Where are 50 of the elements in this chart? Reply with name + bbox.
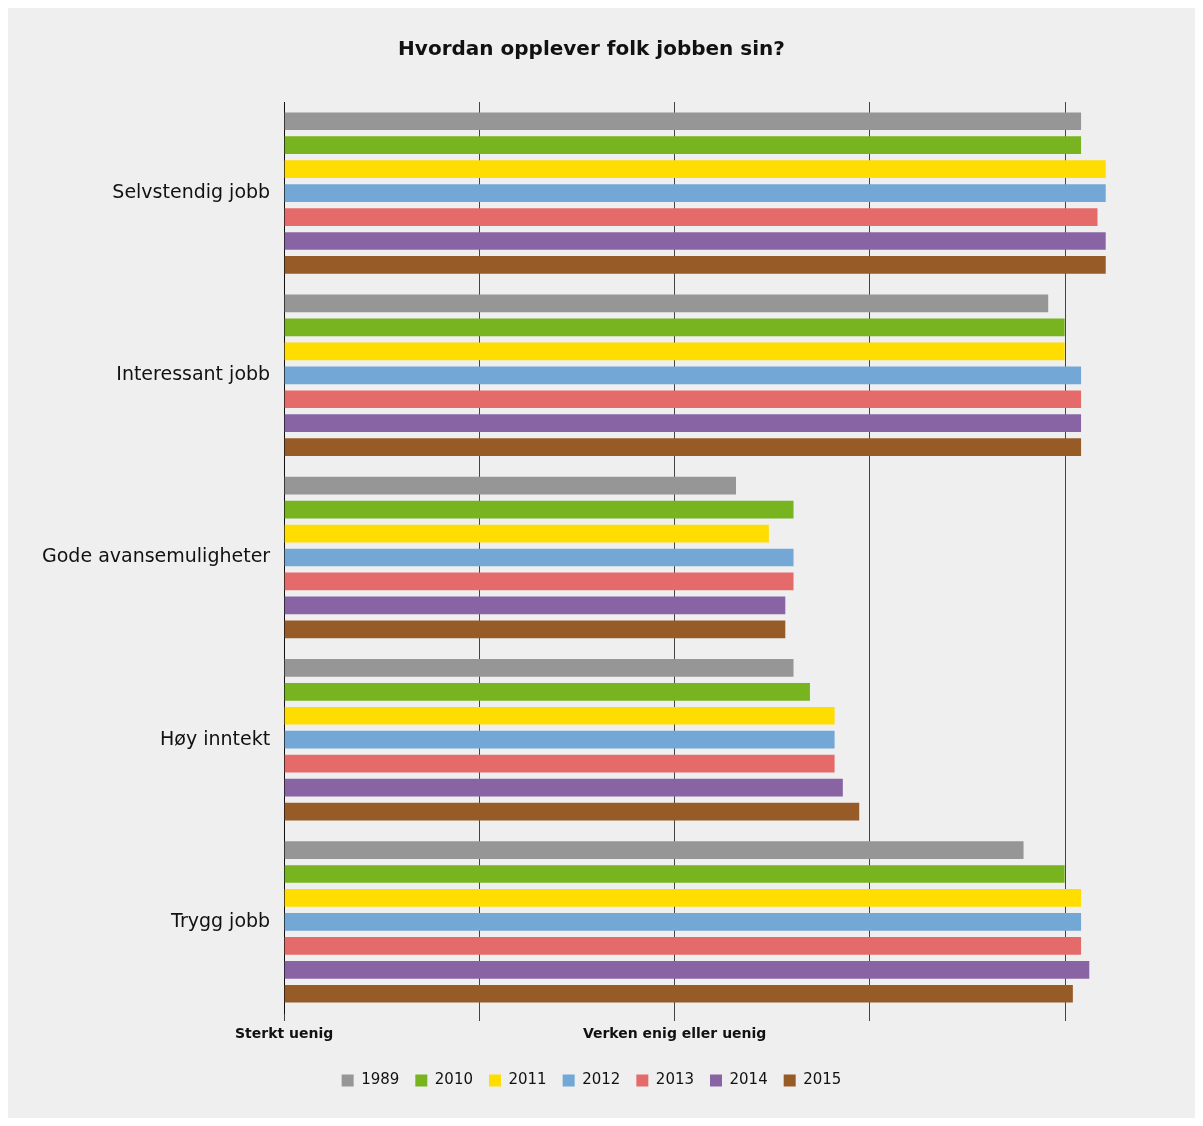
legend-label: 1989 xyxy=(361,1070,400,1089)
bar xyxy=(284,659,794,677)
bar xyxy=(284,936,1082,955)
bar xyxy=(284,865,1065,883)
bar xyxy=(284,960,1090,979)
bar xyxy=(284,548,794,567)
legend-label: 2011 xyxy=(508,1070,547,1089)
bar xyxy=(284,414,1082,433)
bar xyxy=(284,318,1065,337)
bar xyxy=(284,184,1106,202)
y-tick-label: Gode avansemuligheter xyxy=(41,544,271,567)
bar xyxy=(284,112,1082,131)
bar xyxy=(284,841,1024,859)
bar xyxy=(284,620,786,639)
bar xyxy=(284,256,1106,274)
bar xyxy=(284,682,810,701)
bar xyxy=(284,438,1082,456)
bar xyxy=(284,524,769,543)
legend-label: 2014 xyxy=(729,1070,768,1089)
legend-label: 2010 xyxy=(434,1070,473,1089)
bar xyxy=(284,500,794,519)
chart-title: Hvordan opplever folk jobben sin? xyxy=(398,36,785,61)
bar xyxy=(284,136,1082,155)
bar xyxy=(284,572,794,591)
bar xyxy=(284,596,786,615)
y-tick-label: Trygg jobb xyxy=(170,908,271,931)
bar xyxy=(284,778,843,797)
bar xyxy=(284,730,835,749)
bar xyxy=(284,889,1082,907)
bar xyxy=(284,802,860,821)
legend-label: 2013 xyxy=(655,1070,695,1089)
y-tick-label: Selvstendig jobb xyxy=(112,180,271,203)
y-tick-label: Høy inntekt xyxy=(159,726,271,749)
text: Verken enig eller uenig xyxy=(582,1024,767,1041)
bar xyxy=(284,232,1106,250)
bar xyxy=(284,294,1049,313)
bar xyxy=(284,754,835,773)
bar xyxy=(284,913,1082,931)
legend-label: 2015 xyxy=(803,1070,842,1089)
legend-label: 2012 xyxy=(582,1070,621,1089)
bar xyxy=(284,366,1082,385)
bar xyxy=(284,706,835,725)
bar xyxy=(284,390,1082,409)
bar xyxy=(284,160,1106,179)
text: Sterkt uenig xyxy=(234,1024,334,1041)
y-tick-label: Interessant jobb xyxy=(116,362,271,385)
bar xyxy=(284,476,737,495)
bar xyxy=(284,342,1065,361)
bar xyxy=(284,984,1073,1003)
bar xyxy=(284,208,1098,226)
